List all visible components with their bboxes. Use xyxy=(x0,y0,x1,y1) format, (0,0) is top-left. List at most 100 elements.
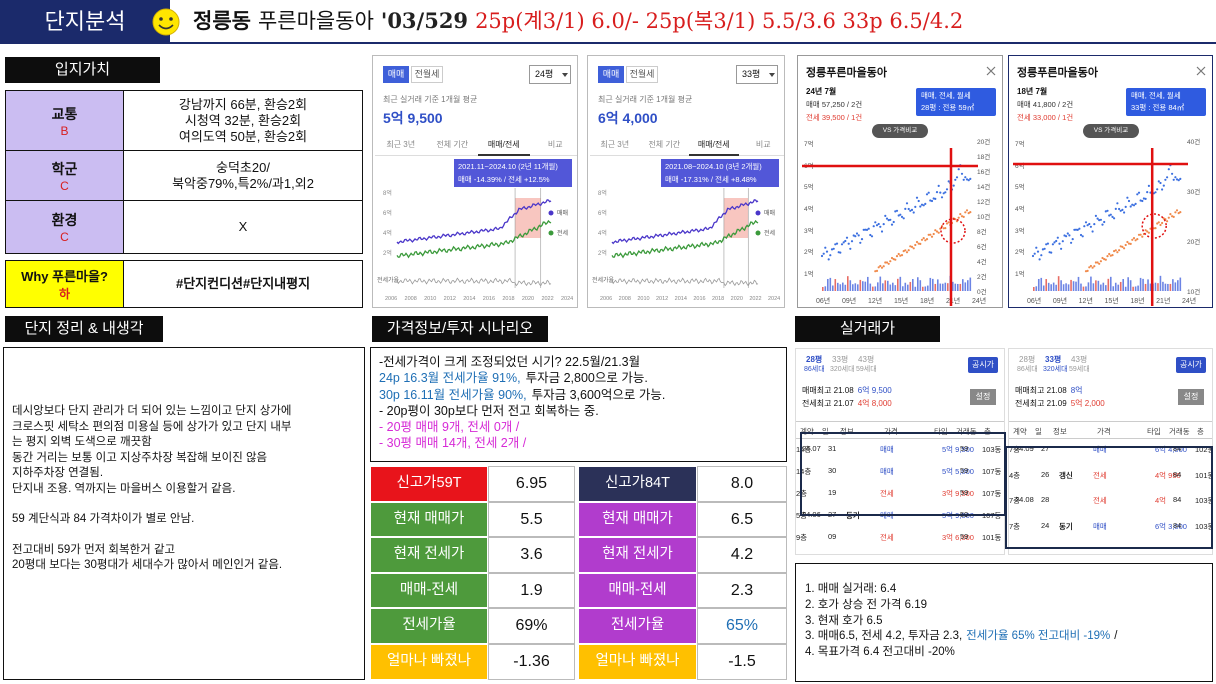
jeonse-point xyxy=(920,238,924,241)
jeonse-point xyxy=(1166,220,1169,223)
summary-line: 3. 현재 호가 6.5 xyxy=(805,614,1212,630)
year-label: 2018 xyxy=(502,296,515,302)
sale-point xyxy=(1119,209,1122,212)
x-axis-label: 18년 xyxy=(1130,298,1145,305)
size-label: 24평 xyxy=(535,69,554,79)
jeonse-point xyxy=(889,260,892,263)
column-header: 거래동 xyxy=(1169,427,1190,436)
jeonse-point xyxy=(1126,240,1129,244)
why-label: Why 푸른마을? xyxy=(21,269,108,284)
sale-point xyxy=(1137,191,1141,194)
sale-point xyxy=(1127,199,1131,203)
sale-point xyxy=(899,213,902,216)
volume-bar xyxy=(1149,283,1152,291)
sale-point xyxy=(869,233,872,237)
jeonse-point xyxy=(1175,209,1179,212)
year-label: 2016 xyxy=(693,296,706,302)
jeonse-point xyxy=(915,240,919,244)
sale-point xyxy=(829,254,832,257)
jeonse-point xyxy=(1146,230,1149,233)
jeonse-point xyxy=(1179,211,1182,214)
decoration xyxy=(986,66,996,76)
transaction-cell: 4억 950 xyxy=(1155,470,1181,480)
price-value-cell: 1.9 xyxy=(488,572,575,609)
price-chart-panel: 매매 전월세 33평 최근 실거래 기준 1개월 평균 6억 4,000 최근 3년 전체 … xyxy=(587,55,785,308)
location-line: 북악중79%,특2%/과1,외2 xyxy=(172,175,314,191)
sale-point xyxy=(1070,241,1073,244)
volume-bar xyxy=(867,276,869,291)
volume-bar xyxy=(1035,286,1038,291)
scenario-line: 30p 16.11월 전세가율 90%, 투자금 3,600억으로 가능. xyxy=(379,387,786,403)
sale-line xyxy=(611,199,759,245)
deal-sale: 매매 41,800 / 2건 xyxy=(1017,100,1074,109)
filter-line: 33평 : 전용 84㎡ xyxy=(1131,103,1185,112)
price-value-cell: 4.2 xyxy=(697,537,787,573)
volume-bar xyxy=(849,280,852,291)
why-label-cell: Why 푸른마을? 하 xyxy=(5,260,124,308)
left-axis-label: 1억 xyxy=(804,271,814,278)
sale-point xyxy=(1089,225,1092,228)
notes-line: 동간 거리는 보통 이고 지상주차장 복잡해 보이진 않음 xyxy=(12,451,268,464)
sale-point xyxy=(1074,228,1078,231)
volume-bar xyxy=(882,283,884,291)
sale-point xyxy=(1094,214,1097,217)
sale-point xyxy=(1056,236,1059,239)
volume-bar xyxy=(1033,287,1035,291)
deal-date: 24년 7월 xyxy=(806,87,837,96)
sale-point xyxy=(880,230,884,233)
summary-line: 2. 호가 상승 전 가격 6.19 xyxy=(805,598,1212,614)
scenario-text: 투자금 2,800으로 가능. xyxy=(525,371,648,386)
volume-bar xyxy=(1142,278,1144,291)
jeonse-point xyxy=(1093,265,1096,268)
sale-point xyxy=(895,209,899,212)
sale-point xyxy=(1167,168,1170,171)
year-label: 2010 xyxy=(637,296,650,302)
year-label: 2020 xyxy=(521,296,535,302)
jeonse-point xyxy=(1144,229,1147,232)
sale-point xyxy=(1040,254,1043,257)
volume-bar xyxy=(934,283,937,291)
column-header: 일 xyxy=(1035,427,1042,436)
notes-line: 는 평지 외벽 도색으로 깨끗함 xyxy=(12,436,152,448)
size-label: 33평 xyxy=(742,69,761,79)
volume-bar xyxy=(857,284,859,291)
sale-point xyxy=(849,247,852,250)
jeonse-point xyxy=(884,261,887,264)
sale-point xyxy=(1103,220,1106,224)
volume-bar xyxy=(937,279,939,291)
jeonse-point xyxy=(1113,250,1116,253)
x-axis-label: 12년 xyxy=(1078,298,1093,305)
size-tab: 43평 xyxy=(1071,355,1088,364)
volume-bar xyxy=(1057,276,1060,291)
sale-point xyxy=(945,188,949,191)
price-value-cell: 65% xyxy=(697,608,787,644)
jeonse-point xyxy=(924,239,927,242)
sale-point xyxy=(925,193,929,196)
chart-price: 5억 9,500 xyxy=(383,110,443,126)
sale-point xyxy=(1162,184,1165,187)
sale-point xyxy=(872,225,875,228)
compare-button: VS 가격비교 xyxy=(1083,124,1139,138)
jeonse-point xyxy=(1116,251,1119,254)
volume-bar xyxy=(1040,277,1043,291)
jeonse-dot xyxy=(755,230,761,236)
sale-point xyxy=(1111,215,1114,218)
price-value-cell: -1.5 xyxy=(697,644,787,680)
volume-bar xyxy=(892,282,894,291)
volume-bar xyxy=(832,285,834,291)
jeonse-point xyxy=(1089,264,1092,268)
volume-bar xyxy=(942,283,944,291)
year-label: 2006 xyxy=(600,296,613,302)
jeonse-point xyxy=(925,238,929,241)
column-header: 층 xyxy=(984,427,991,436)
location-line: 여의도역 50분, 환승2회 xyxy=(178,128,308,144)
transaction-cell: 매매 xyxy=(1093,521,1107,531)
sale-point xyxy=(1035,246,1038,249)
jeonse-point xyxy=(1119,245,1122,248)
volume-bar xyxy=(962,279,964,291)
jeonse-point xyxy=(1086,269,1089,272)
sale-point xyxy=(1175,178,1179,181)
size-tab: 43평 xyxy=(858,355,875,364)
price-high: 전세최고 21.07 4억 8,000 xyxy=(802,398,892,409)
year-label: 2012 xyxy=(656,296,669,302)
